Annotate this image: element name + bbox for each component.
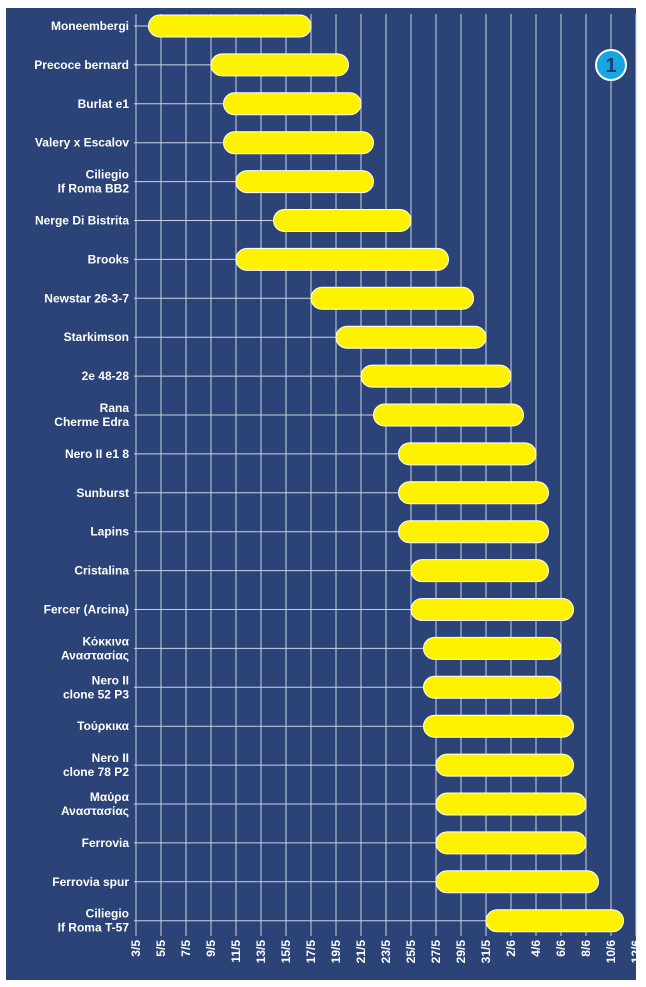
category-label: Nerge Di Bistrita	[35, 214, 129, 228]
ripening-bar	[310, 286, 474, 310]
x-tick-label: 5/5	[154, 940, 168, 957]
x-tick-label: 25/5	[404, 940, 418, 964]
ripening-bar	[435, 831, 587, 855]
ripening-bar	[435, 753, 574, 777]
ripening-bar	[398, 481, 549, 505]
category-label: Αναστασίας	[61, 804, 129, 818]
ripening-bar	[398, 442, 537, 466]
category-label: Burlat e1	[78, 97, 130, 111]
ripening-bar	[423, 714, 574, 738]
x-tick-label: 7/5	[179, 940, 193, 957]
x-tick-label: 15/5	[279, 940, 293, 964]
category-label: Nero II	[92, 673, 129, 687]
category-label: Ciliegio	[86, 907, 129, 921]
category-label: If Roma BB2	[58, 182, 130, 196]
badge-circle	[595, 49, 627, 81]
ripening-bar	[223, 92, 362, 116]
ripening-bar	[410, 559, 549, 583]
badge-number: 1	[605, 55, 616, 77]
ripening-bar	[335, 325, 487, 349]
category-label: Fercer (Arcina)	[44, 603, 129, 617]
ripening-bar	[235, 170, 374, 194]
ripening-bar	[435, 870, 599, 894]
ripening-bar	[435, 792, 587, 816]
x-tick-label: 6/6	[554, 940, 568, 957]
category-labels: Moneembergi Precoce bernard Burlat e1 Valer…	[34, 19, 129, 935]
gridlines	[134, 14, 637, 936]
x-tick-label: 11/5	[229, 940, 243, 963]
chart-number-badge: 1	[595, 49, 627, 81]
ripening-bar	[398, 520, 549, 544]
ripening-bar	[223, 131, 374, 155]
x-tick-label: 29/5	[454, 940, 468, 964]
x-tick-label: 9/5	[204, 940, 218, 957]
x-tick-label: 17/5	[304, 940, 318, 964]
ripening-bar	[235, 247, 449, 271]
x-tick-label: 19/5	[329, 940, 343, 964]
category-label: Cristalina	[74, 564, 129, 578]
ripening-bar	[148, 14, 312, 38]
x-tick-label: 4/6	[529, 940, 543, 957]
category-label: Sunburst	[76, 486, 129, 500]
bars	[148, 14, 624, 933]
x-tick-label: 10/6	[604, 940, 618, 964]
category-label: Brooks	[88, 252, 130, 266]
category-label: Ferrovia spur	[52, 875, 129, 889]
category-label: Precoce bernard	[34, 58, 129, 72]
category-label: Valery x Escalov	[35, 136, 129, 150]
category-label: Nero II	[92, 751, 129, 765]
category-label: Starkimson	[64, 330, 129, 344]
x-tick-label: 27/5	[429, 940, 443, 964]
ripening-bar	[273, 209, 412, 232]
ripening-bar	[210, 53, 349, 77]
ripening-bar	[410, 598, 574, 621]
ripening-bar	[423, 675, 562, 699]
ripening-bar	[423, 636, 562, 660]
category-label: If Roma T-57	[58, 921, 130, 935]
category-label: Τούρκικα	[77, 719, 129, 733]
category-label: 2e 48-28	[82, 369, 130, 383]
ripening-bar	[485, 909, 624, 933]
x-tick-label: 13/5	[254, 940, 268, 964]
x-tick-label: 31/5	[479, 940, 493, 964]
category-label: Nero II e1 8	[65, 447, 129, 461]
category-label: clone 78 P2	[63, 765, 129, 779]
category-label: clone 52 P3	[63, 687, 129, 701]
category-label: Μαύρα	[90, 790, 130, 804]
category-label: Αναστασίας	[61, 648, 129, 662]
x-tick-label: 12/6	[629, 940, 643, 964]
category-label: Moneembergi	[51, 19, 129, 33]
category-label: Ciliegio	[86, 168, 129, 182]
x-tick-label: 21/5	[354, 940, 368, 964]
ripening-bar	[360, 364, 512, 388]
category-label: Lapins	[90, 525, 129, 539]
x-tick-labels: 3/5 5/5 7/5 9/5 11/5 13/5 15/5 17/5 19/5 21/5 23/5…	[129, 940, 643, 964]
category-label: Rana	[100, 401, 130, 415]
category-label: Newstar 26-3-7	[44, 291, 129, 305]
x-tick-label: 2/6	[504, 940, 518, 957]
ripening-bar	[373, 403, 524, 427]
category-label: Ferrovia	[82, 836, 130, 850]
category-label: Κόκκινα	[83, 634, 130, 648]
x-tick-label: 23/5	[379, 940, 393, 964]
x-tick-label: 3/5	[129, 940, 143, 957]
x-tick-label: 8/6	[579, 940, 593, 957]
category-label: Cherme Edra	[54, 415, 129, 429]
